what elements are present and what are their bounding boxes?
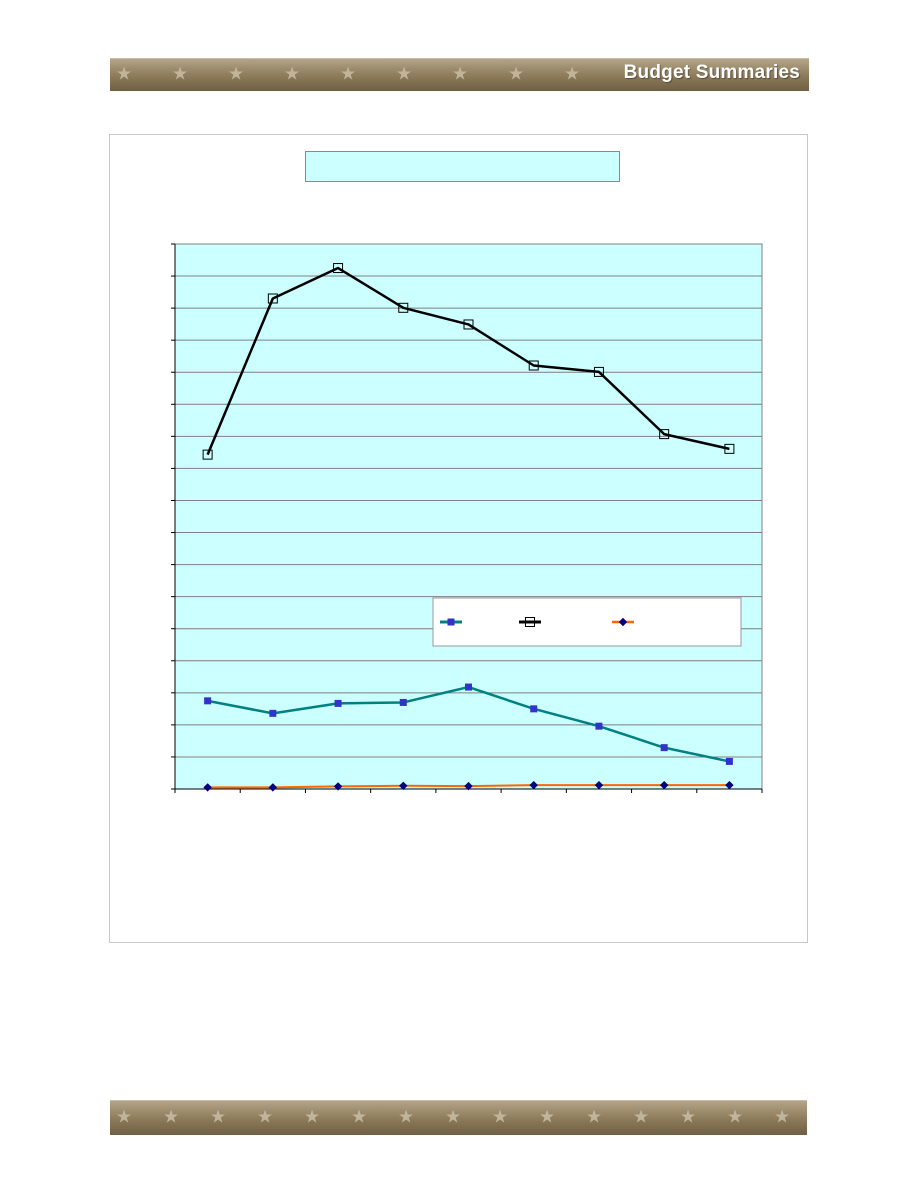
legend-entry-2: [519, 617, 541, 627]
series-1-point: [465, 683, 472, 691]
series-2-point: [267, 293, 278, 304]
star-pattern: ★ ★ ★ ★ ★ ★ ★ ★ ★ ★ ★ ★ ★ ★ ★: [110, 1100, 807, 1135]
series-2-point: [659, 429, 670, 440]
series-2-point: [333, 263, 344, 274]
series-3-point: [594, 780, 604, 790]
series-2: [202, 263, 735, 460]
series-1-point: [725, 757, 733, 765]
series-1-point: [530, 705, 538, 713]
legend-entry-3: [612, 617, 634, 627]
star-icon: ★: [228, 63, 245, 85]
star-icon: ★: [564, 63, 581, 85]
page-title: Budget Summaries: [623, 62, 800, 83]
star-icon: ★: [680, 1106, 697, 1128]
series-3-point: [333, 782, 343, 791]
star-icon: ★: [539, 1106, 556, 1128]
star-icon: ★: [398, 1106, 415, 1128]
star-icon: ★: [452, 63, 469, 85]
star-pattern: ★ ★ ★ ★ ★ ★ ★ ★ ★: [110, 58, 809, 91]
star-icon: ★: [340, 63, 357, 85]
star-icon: ★: [508, 63, 525, 85]
header-banner: ★ ★ ★ ★ ★ ★ ★ ★ ★ Budget Summaries: [110, 58, 809, 91]
gridlines: [175, 275, 762, 758]
series-layer: [202, 263, 735, 792]
star-icon: ★: [492, 1106, 509, 1128]
star-icon: ★: [210, 1106, 227, 1128]
legend-entry-1: [440, 618, 462, 626]
series-1-point: [399, 698, 407, 706]
series-3-point: [399, 781, 408, 791]
series-1-point: [204, 697, 212, 705]
series-3-point: [464, 781, 473, 791]
line-chart: [171, 243, 763, 793]
chart-title-box: [305, 151, 620, 182]
star-icon: ★: [351, 1106, 368, 1128]
star-icon: ★: [284, 63, 301, 85]
series-3-point: [659, 780, 669, 790]
footer-banner: ★ ★ ★ ★ ★ ★ ★ ★ ★ ★ ★ ★ ★ ★ ★: [110, 1100, 807, 1135]
chart-frame: [109, 134, 808, 943]
series-1-point: [334, 699, 342, 707]
star-icon: ★: [172, 63, 189, 85]
star-icon: ★: [396, 63, 413, 85]
star-icon: ★: [586, 1106, 603, 1128]
legend-swatch-marker: [618, 617, 628, 627]
star-icon: ★: [116, 63, 133, 85]
star-icon: ★: [774, 1106, 791, 1128]
series-2-point: [724, 443, 735, 454]
series-2-point: [202, 449, 213, 460]
series-3-point: [529, 780, 538, 790]
series-2-point: [593, 366, 604, 377]
series-3: [203, 780, 734, 792]
series-3-point: [268, 783, 278, 792]
star-icon: ★: [257, 1106, 274, 1128]
series-2-point: [463, 319, 474, 330]
star-icon: ★: [163, 1106, 180, 1128]
series-1-point: [595, 722, 603, 730]
legend: [432, 597, 742, 647]
star-icon: ★: [633, 1106, 650, 1128]
series-2-point: [398, 302, 409, 313]
series-1: [204, 683, 733, 765]
legend-swatch-marker: [525, 617, 535, 627]
star-icon: ★: [727, 1106, 744, 1128]
star-icon: ★: [304, 1106, 321, 1128]
series-1-point: [660, 744, 668, 752]
series-3-point: [203, 783, 212, 792]
star-icon: ★: [116, 1106, 133, 1128]
series-2-line: [206, 266, 730, 456]
series-3-point: [725, 780, 734, 790]
legend-swatch-marker: [447, 618, 455, 626]
legend-box: [432, 597, 742, 647]
star-icon: ★: [445, 1106, 462, 1128]
series-2-point: [528, 360, 539, 371]
plot-area: [175, 244, 762, 789]
series-1-point: [269, 709, 277, 717]
